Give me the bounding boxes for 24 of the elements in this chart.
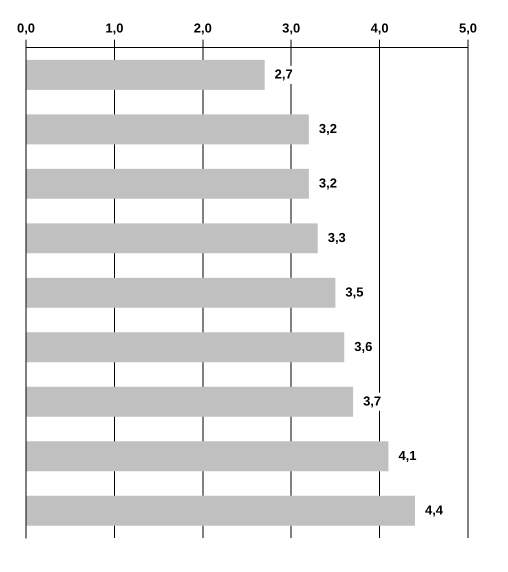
bar [26,168,309,199]
data-label: 4,1 [398,448,417,463]
data-label: 3,6 [354,338,372,354]
data-label: 2,7 [274,66,293,82]
data-label: 3,7 [363,393,382,408]
x-tick-label: 0,0 [16,20,36,36]
data-label: 3,2 [318,120,337,136]
bar [26,60,265,90]
x-tick-label: 2,0 [194,20,212,36]
bar [26,114,309,144]
data-label: 3,3 [328,230,346,245]
bar [26,441,388,472]
bar [26,223,318,254]
data-label: 3,2 [318,175,337,190]
data-label: 3,5 [345,284,364,300]
bar [26,332,344,362]
bar [26,496,415,526]
bar [26,278,336,308]
x-tick-label: 5,0 [458,20,478,36]
data-label: 4,4 [424,502,444,518]
bar [26,386,354,417]
x-tick-label: 4,0 [370,20,389,36]
x-tick-label: 3,0 [282,20,300,36]
x-tick-label: 1,0 [105,20,124,36]
